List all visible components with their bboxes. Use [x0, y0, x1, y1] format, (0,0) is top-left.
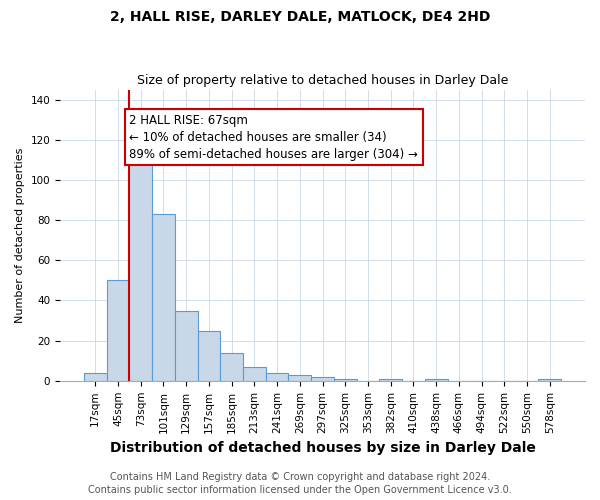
Bar: [266, 373, 289, 381]
Bar: [425, 379, 448, 381]
Title: Size of property relative to detached houses in Darley Dale: Size of property relative to detached ho…: [137, 74, 508, 87]
Bar: [538, 379, 561, 381]
Bar: [220, 352, 243, 381]
X-axis label: Distribution of detached houses by size in Darley Dale: Distribution of detached houses by size …: [110, 441, 535, 455]
Bar: [243, 367, 266, 381]
Y-axis label: Number of detached properties: Number of detached properties: [15, 148, 25, 323]
Text: Contains HM Land Registry data © Crown copyright and database right 2024.
Contai: Contains HM Land Registry data © Crown c…: [88, 472, 512, 495]
Bar: [197, 330, 220, 381]
Text: 2, HALL RISE, DARLEY DALE, MATLOCK, DE4 2HD: 2, HALL RISE, DARLEY DALE, MATLOCK, DE4 …: [110, 10, 490, 24]
Bar: [130, 154, 152, 381]
Text: 2 HALL RISE: 67sqm
← 10% of detached houses are smaller (34)
89% of semi-detache: 2 HALL RISE: 67sqm ← 10% of detached hou…: [130, 114, 418, 160]
Bar: [289, 375, 311, 381]
Bar: [107, 280, 130, 381]
Bar: [334, 379, 356, 381]
Bar: [379, 379, 402, 381]
Bar: [311, 377, 334, 381]
Bar: [175, 310, 197, 381]
Bar: [152, 214, 175, 381]
Bar: [84, 373, 107, 381]
